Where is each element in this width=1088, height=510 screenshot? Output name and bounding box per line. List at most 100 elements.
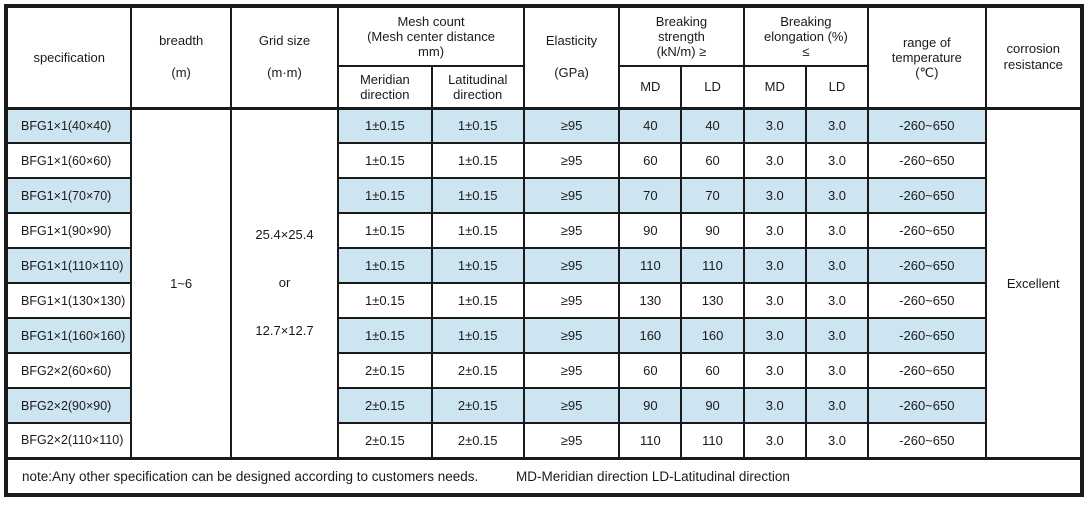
table-header: specification breadth (m) Grid size (m·m… [4,5,1084,109]
cell-strength-md: 90 [618,387,683,424]
cell-latitudinal-direction: 1±0.15 [430,212,525,249]
cell-elongation-md: 3.0 [742,212,807,249]
cell-elongation-ld: 3.0 [804,317,870,354]
col-header-meridian-direction: Meridian direction [337,65,433,109]
cell-latitudinal-direction: 1±0.15 [430,282,525,319]
cell-meridian-direction: 2±0.15 [337,422,433,459]
cell-elasticity: ≥95 [522,107,621,144]
cell-strength-ld: 110 [680,422,745,459]
cell-meridian-direction: 1±0.15 [337,142,433,179]
cell-elasticity: ≥95 [522,212,621,249]
col-header-strength-md: MD [618,65,683,109]
cell-strength-md: 70 [618,177,683,214]
cell-elongation-ld: 3.0 [804,177,870,214]
cell-meridian-direction: 2±0.15 [337,352,433,389]
note-text: note:Any other specification can be desi… [22,468,479,484]
cell-meridian-direction: 1±0.15 [337,247,433,284]
cell-elongation-ld: 3.0 [804,247,870,284]
cell-strength-md: 130 [618,282,683,319]
cell-temperature-range: -260~650 [867,317,987,354]
cell-specification: BFG1×1(110×110) [4,247,133,284]
col-header-elasticity: Elasticity (GPa) [522,5,621,109]
cell-strength-ld: 130 [680,282,745,319]
cell-strength-md: 60 [618,352,683,389]
cell-elongation-md: 3.0 [742,387,807,424]
col-header-strength-ld: LD [680,65,745,109]
cell-latitudinal-direction: 2±0.15 [430,422,525,459]
cell-temperature-range: -260~650 [867,282,987,319]
col-header-temperature-range: range of temperature (℃) [867,5,987,109]
cell-temperature-range: -260~650 [867,387,987,424]
table-row: BFG2×2(110×110) 2±0.15 2±0.15 ≥95 110 110 3.0 3… [4,422,1082,459]
cell-temperature-range: -260~650 [867,107,987,144]
cell-meridian-direction: 2±0.15 [337,387,433,424]
cell-strength-ld: 60 [680,352,745,389]
cell-elasticity: ≥95 [522,177,621,214]
cell-elongation-ld: 3.0 [804,422,870,459]
cell-elongation-ld: 3.0 [804,212,870,249]
cell-temperature-range: -260~650 [867,142,987,179]
cell-elongation-ld: 3.0 [804,352,870,389]
table-row: BFG1×1(160×160) 1±0.15 1±0.15 ≥95 160 160 3.0 3… [4,317,1082,354]
cell-temperature-range: -260~650 [867,177,987,214]
cell-specification: BFG2×2(60×60) [4,352,133,389]
cell-latitudinal-direction: 1±0.15 [430,317,525,354]
cell-temperature-range: -260~650 [867,212,987,249]
cell-specification: BFG1×1(160×160) [4,317,133,354]
cell-elongation-md: 3.0 [742,142,807,179]
table-row: BFG2×2(60×60) 2±0.15 2±0.15 ≥95 60 60 3.0 3.0 -2… [4,352,1082,389]
cell-elasticity: ≥95 [522,387,621,424]
cell-specification: BFG1×1(70×70) [4,177,133,214]
cell-elongation-md: 3.0 [742,282,807,319]
cell-latitudinal-direction: 1±0.15 [430,107,525,144]
cell-meridian-direction: 1±0.15 [337,107,433,144]
cell-elongation-ld: 3.0 [804,282,870,319]
col-header-grid-size: Grid size (m·m) [229,5,340,109]
cell-strength-ld: 40 [680,107,745,144]
cell-strength-md: 60 [618,142,683,179]
cell-strength-ld: 160 [680,317,745,354]
cell-elasticity: ≥95 [522,142,621,179]
cell-strength-md: 90 [618,212,683,249]
cell-elongation-md: 3.0 [742,177,807,214]
table-row: BFG1×1(60×60) 1±0.15 1±0.15 ≥95 60 60 3.0 3.0 -2… [4,142,1082,179]
cell-strength-md: 160 [618,317,683,354]
cell-breadth-merged: 1~6 [130,107,232,459]
col-header-breaking-elongation: Breaking elongation (%) ≤ [742,5,870,67]
cell-elasticity: ≥95 [522,352,621,389]
cell-strength-md: 110 [618,247,683,284]
cell-meridian-direction: 1±0.15 [337,177,433,214]
cell-elasticity: ≥95 [522,317,621,354]
cell-meridian-direction: 1±0.15 [337,317,433,354]
table-row: BFG1×1(70×70) 1±0.15 1±0.15 ≥95 70 70 3.0 3.0 -2… [4,177,1082,214]
cell-elongation-md: 3.0 [742,317,807,354]
table-row: BFG1×1(90×90) 1±0.15 1±0.15 ≥95 90 90 3.0 3.0 -2… [4,212,1082,249]
cell-strength-md: 110 [618,422,683,459]
cell-temperature-range: -260~650 [867,352,987,389]
table-row: BFG1×1(130×130) 1±0.15 1±0.15 ≥95 130 130 3.0 3… [4,282,1082,319]
cell-elongation-ld: 3.0 [804,107,870,144]
cell-elongation-md: 3.0 [742,422,807,459]
specification-table: specification breadth (m) Grid size (m·m… [4,4,1084,497]
col-header-specification: specification [4,5,133,109]
col-header-elongation-ld: LD [804,65,870,109]
cell-elasticity: ≥95 [522,422,621,459]
cell-elongation-md: 3.0 [742,247,807,284]
note-row: note:Any other specification can be desi… [5,456,1083,496]
note-cell: note:Any other specification can be desi… [5,456,1083,496]
cell-elasticity: ≥95 [522,282,621,319]
col-header-elongation-md: MD [742,65,807,109]
col-header-latitudinal-direction: Latitudinal direction [430,65,525,109]
cell-grid-size-merged: 25.4×25.4 or 12.7×12.7 [229,107,340,459]
cell-temperature-range: -260~650 [867,247,987,284]
cell-strength-ld: 90 [680,387,745,424]
cell-strength-ld: 110 [680,247,745,284]
col-header-breaking-strength: Breaking strength (kN/m) ≥ [618,5,745,67]
cell-latitudinal-direction: 1±0.15 [430,142,525,179]
cell-latitudinal-direction: 2±0.15 [430,352,525,389]
table-body: BFG1×1(40×40) 1~6 25.4×25.4 or 12.7×12.7 1±… [4,107,1084,459]
cell-elongation-ld: 3.0 [804,142,870,179]
table-row: BFG1×1(40×40) 1~6 25.4×25.4 or 12.7×12.7 1±… [4,107,1084,459]
cell-elongation-ld: 3.0 [804,387,870,424]
cell-corrosion-merged: Excellent [984,107,1084,459]
